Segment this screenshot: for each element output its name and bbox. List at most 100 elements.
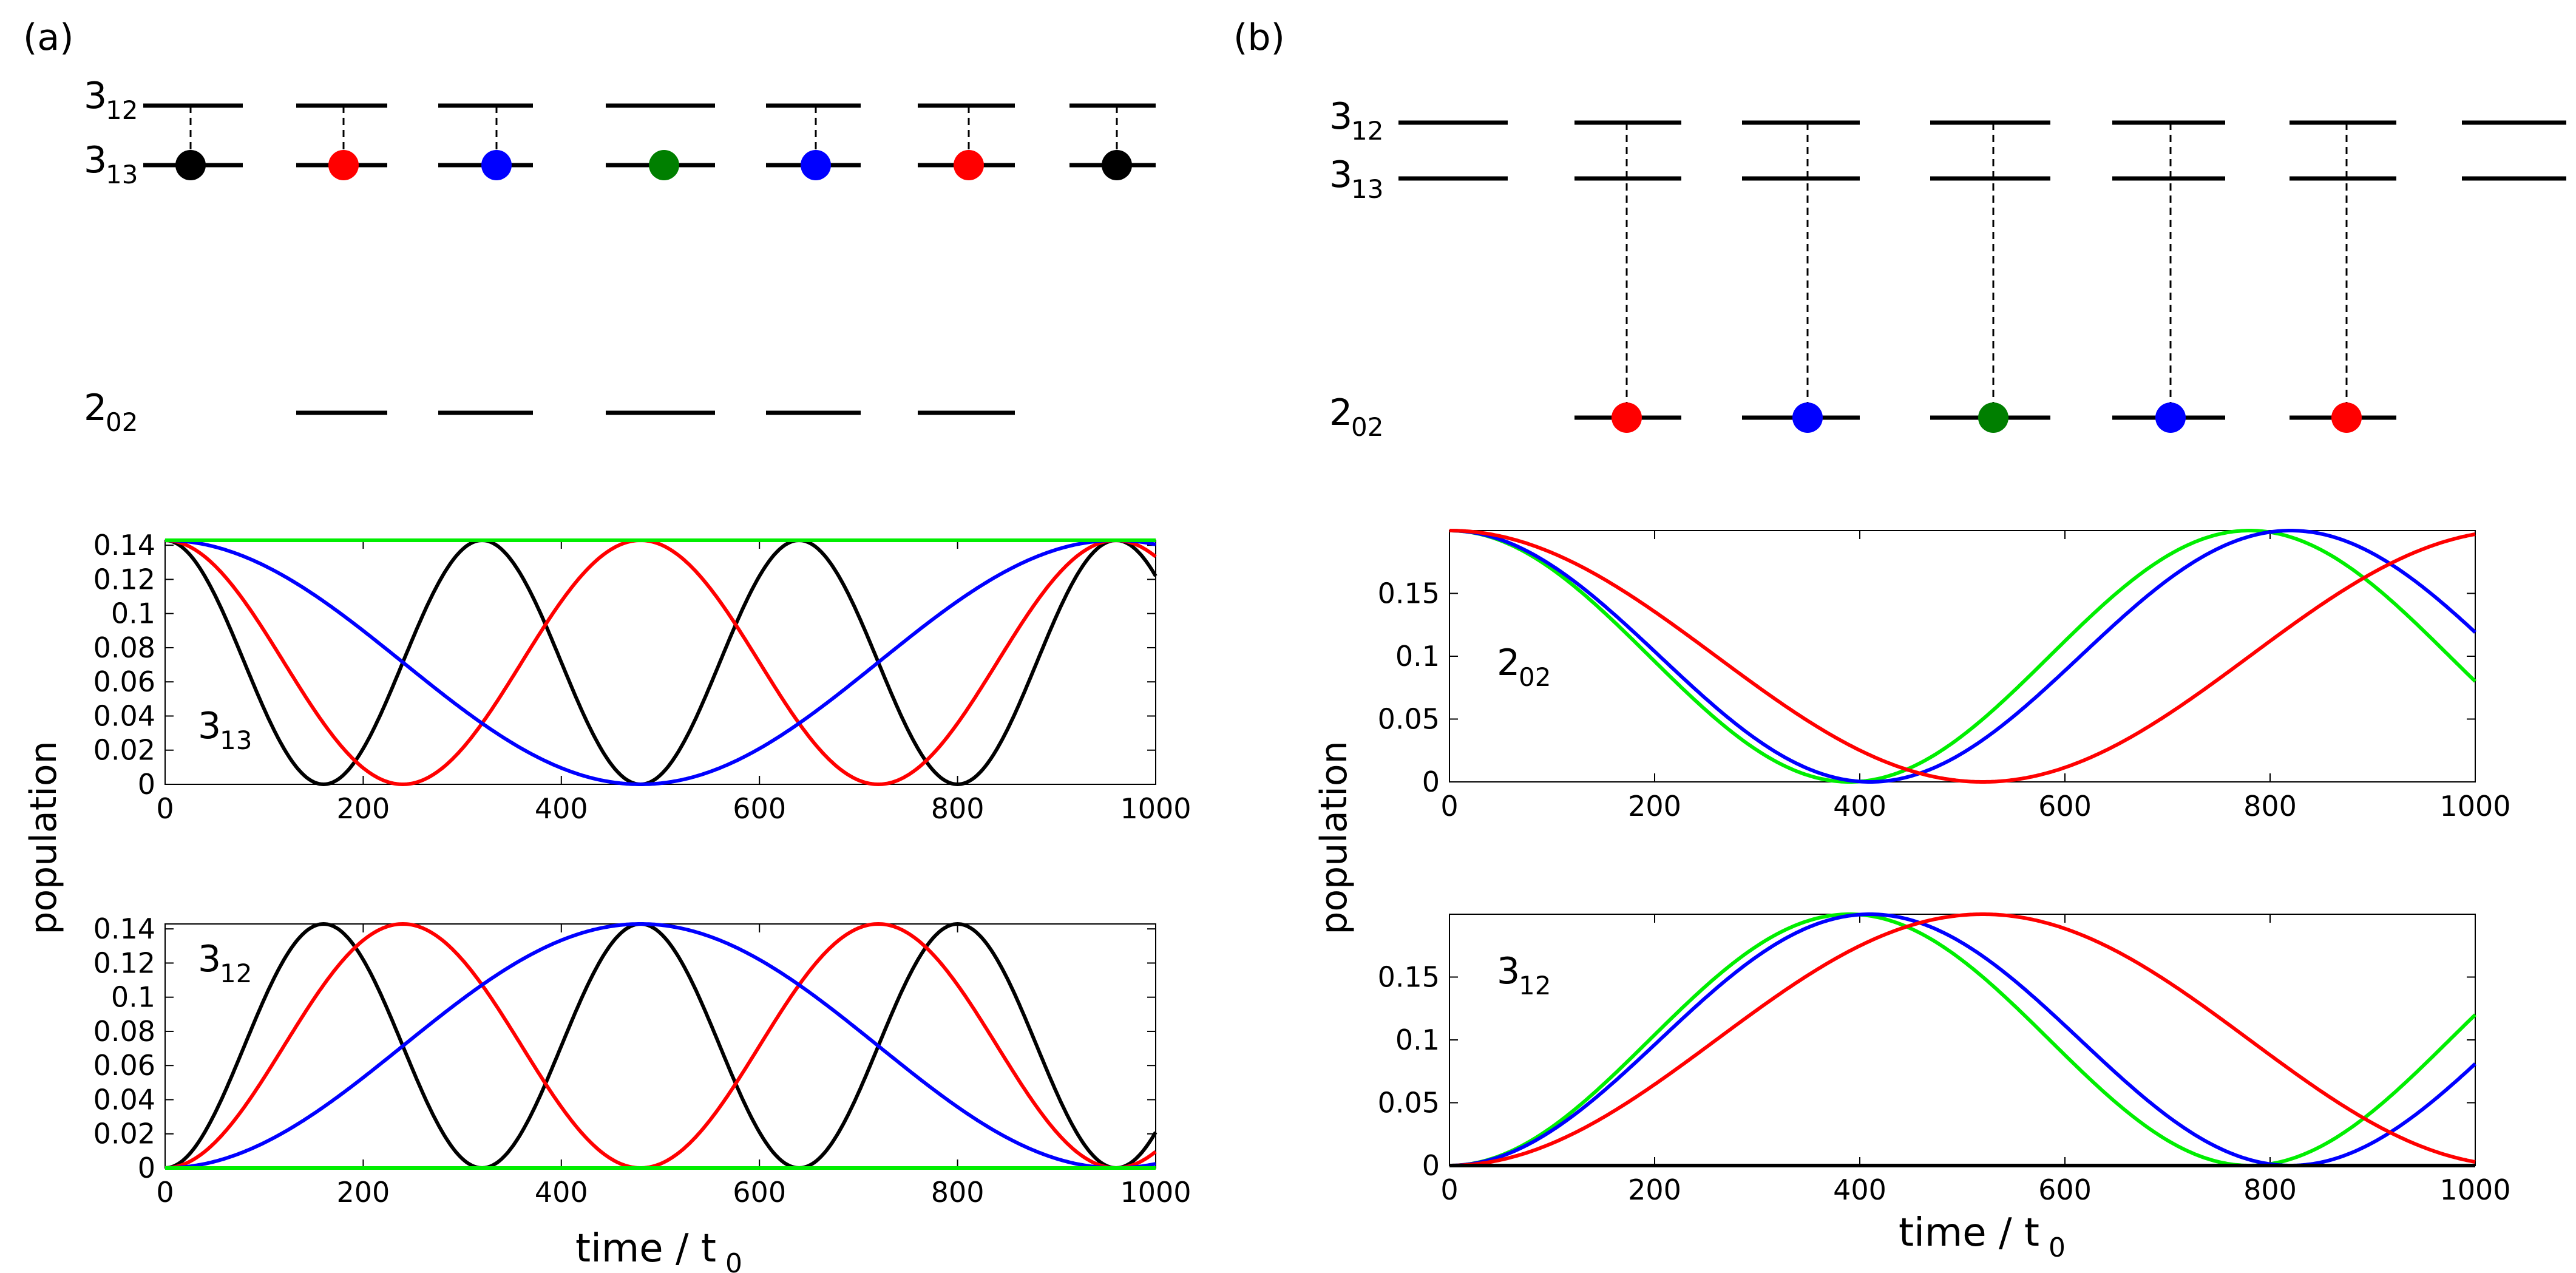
x-tick-label: 800 bbox=[2243, 790, 2297, 823]
series-line bbox=[1449, 912, 2476, 1167]
panel-label-b: (b) bbox=[1233, 16, 1285, 59]
level-main: 3 bbox=[84, 75, 107, 117]
x-tick-label: 400 bbox=[535, 792, 588, 825]
annotation-b-3-12: 3 12 bbox=[1497, 950, 1551, 1000]
series-line bbox=[1449, 912, 2477, 1167]
x-tick-label: 0 bbox=[1440, 790, 1458, 823]
level-main: 3 bbox=[84, 139, 107, 182]
series-line bbox=[1449, 529, 2476, 784]
y-tick-label: 0.1 bbox=[1395, 640, 1440, 673]
panel-label-a: (a) bbox=[23, 16, 74, 59]
population-dot bbox=[175, 150, 206, 180]
plot-frame bbox=[164, 923, 1156, 1169]
annotation-main: 2 bbox=[1497, 642, 1520, 684]
population-dot bbox=[954, 150, 984, 180]
x-tick-label: 1000 bbox=[2439, 1173, 2510, 1206]
x-tick-label: 1000 bbox=[1120, 792, 1191, 825]
population-dot bbox=[1102, 150, 1132, 180]
y-tick-label: 0.06 bbox=[93, 1049, 155, 1082]
x-tick-label: 200 bbox=[1628, 790, 1681, 823]
y-tick-label: 0.05 bbox=[1378, 1087, 1440, 1119]
x-tick-label: 600 bbox=[2038, 1173, 2092, 1206]
x-tick-label: 600 bbox=[733, 792, 786, 825]
annotation-sub: 12 bbox=[220, 959, 252, 988]
series-line bbox=[165, 922, 1156, 1170]
series-line bbox=[1449, 529, 2477, 784]
x-tick-label: 800 bbox=[2243, 1173, 2297, 1206]
level-label-2-02-a: 2 02 bbox=[84, 387, 138, 437]
population-dot bbox=[1792, 402, 1823, 433]
y-tick-label: 0.08 bbox=[93, 631, 155, 664]
y-axis-label-b: population bbox=[1313, 741, 1355, 934]
x-tick-label: 0 bbox=[1440, 1173, 1458, 1206]
annotation-main: 3 bbox=[1497, 950, 1520, 993]
series-line bbox=[164, 538, 1157, 787]
x-axis-label-b: time / t 0 bbox=[1899, 1210, 2066, 1263]
y-tick-label: 0.08 bbox=[93, 1015, 155, 1048]
level-sub: 02 bbox=[106, 407, 138, 437]
y-tick-label: 0.15 bbox=[1378, 961, 1440, 994]
x-tick-label: 400 bbox=[1833, 1173, 1886, 1206]
x-tick-label: 600 bbox=[733, 1176, 786, 1209]
plot-frame bbox=[164, 540, 1156, 785]
series-line bbox=[1449, 529, 2477, 784]
annotation-a-3-13: 3 13 bbox=[198, 705, 252, 755]
population-dot bbox=[2331, 402, 2362, 433]
x-axis-label-sub: 0 bbox=[2049, 1232, 2066, 1263]
y-tick-label: 0.04 bbox=[93, 699, 155, 732]
population-dot bbox=[1978, 402, 2008, 433]
series-line bbox=[164, 922, 1157, 1170]
y-tick-label: 0.02 bbox=[93, 1118, 155, 1150]
y-tick-label: 0 bbox=[1422, 765, 1440, 798]
x-axis-label-main: time / t bbox=[1899, 1210, 2039, 1255]
y-tick-label: 0.14 bbox=[93, 529, 155, 562]
x-axis-label-sub: 0 bbox=[725, 1248, 742, 1273]
level-diagram-b: 3 12 3 13 2 02 bbox=[1329, 95, 2566, 442]
level-sub: 02 bbox=[1351, 412, 1383, 442]
population-dot bbox=[481, 150, 512, 180]
plot-frame bbox=[1449, 914, 2476, 1166]
annotation-b-2-02: 2 02 bbox=[1497, 642, 1551, 692]
population-dot bbox=[801, 150, 831, 180]
level-sub: 13 bbox=[106, 160, 138, 189]
series-line bbox=[164, 538, 1158, 787]
level-diagram-a: 3 12 3 13 2 02 bbox=[84, 75, 1156, 437]
level-label-3-13-b: 3 13 bbox=[1329, 154, 1383, 204]
level-main: 2 bbox=[84, 387, 107, 429]
x-tick-label: 400 bbox=[1833, 790, 1886, 823]
y-tick-label: 0 bbox=[1422, 1149, 1440, 1182]
annotation-sub: 12 bbox=[1519, 971, 1551, 1000]
y-axis-label-a: population bbox=[22, 741, 65, 934]
y-tick-label: 0.1 bbox=[111, 981, 155, 1014]
level-label-3-13-a: 3 13 bbox=[84, 139, 138, 189]
y-tick-label: 0.1 bbox=[111, 597, 155, 630]
x-tick-label: 0 bbox=[156, 792, 174, 825]
y-tick-label: 0.04 bbox=[93, 1083, 155, 1116]
population-dot bbox=[1612, 402, 1642, 433]
x-tick-label: 800 bbox=[931, 1176, 985, 1209]
annotation-sub: 13 bbox=[220, 725, 252, 755]
level-main: 3 bbox=[1329, 154, 1352, 196]
y-tick-label: 0.06 bbox=[93, 665, 155, 698]
level-main: 3 bbox=[1329, 95, 1352, 138]
x-tick-label: 0 bbox=[156, 1176, 174, 1209]
level-main: 2 bbox=[1329, 392, 1352, 434]
annotation-sub: 02 bbox=[1519, 662, 1551, 692]
plot-frame bbox=[1449, 530, 2476, 782]
population-dot bbox=[2155, 402, 2186, 433]
y-tick-label: 0.12 bbox=[93, 946, 155, 979]
x-tick-label: 1000 bbox=[2439, 790, 2510, 823]
population-dot bbox=[328, 150, 359, 180]
level-sub: 12 bbox=[1351, 116, 1383, 146]
series-line bbox=[165, 538, 1156, 786]
y-tick-label: 0 bbox=[138, 768, 155, 801]
plot-a-3-13: 0 200 400 600 800 100000.020.040.060.080.10.1… bbox=[93, 529, 1191, 825]
plot-b-3-12: 0 200 400 600 800 1000 0 0.05 0.1 0.15 bbox=[1378, 912, 2511, 1206]
level-sub: 13 bbox=[1351, 174, 1383, 204]
x-axis-label-main: time / t bbox=[575, 1226, 716, 1271]
level-label-3-12-a: 3 12 bbox=[84, 75, 138, 125]
x-tick-label: 200 bbox=[1628, 1173, 1681, 1206]
y-tick-label: 0.1 bbox=[1395, 1023, 1440, 1056]
x-axis-label-a: time / t 0 bbox=[575, 1226, 742, 1273]
